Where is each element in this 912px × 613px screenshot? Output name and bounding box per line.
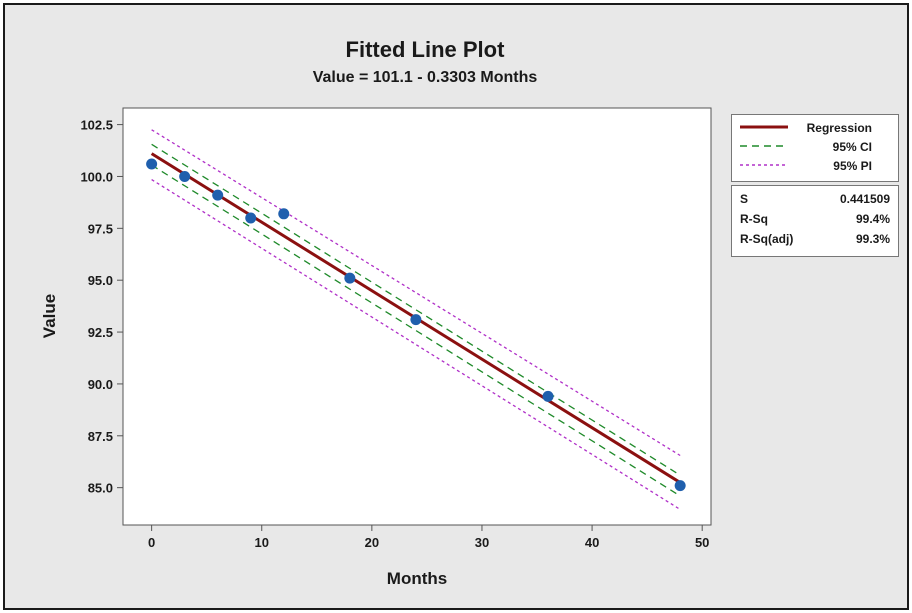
data-point	[146, 158, 158, 170]
stats-box: S 0.441509 R-Sq 99.4% R-Sq(adj) 99.3%	[731, 185, 899, 257]
legend-item-pi: 95% PI	[732, 157, 898, 175]
stat-name-r-sq-adj: R-Sq(adj)	[740, 232, 794, 246]
chart-subtitle: Value = 101.1 - 0.3303 Months	[312, 69, 538, 86]
pi-lower-line	[151, 179, 681, 510]
interval-bands	[151, 129, 681, 510]
legend-label-ci: 95% CI	[832, 140, 872, 154]
axis-ticks: 0 10 20 30 40 50 85.0 87.5 90.0 92.5 95.0 97.5 100.0…	[80, 118, 709, 550]
y-tick-label: 92.5	[88, 325, 113, 340]
legend-swatch-regression	[740, 125, 788, 129]
legend-swatch-pi	[740, 164, 788, 166]
legend-item-regression: Regression	[732, 119, 898, 137]
stat-name-r-sq: R-Sq	[740, 212, 768, 226]
pi-upper-line	[151, 129, 681, 457]
stat-row-r-sq: R-Sq 99.4%	[740, 212, 890, 230]
y-tick-label: 87.5	[88, 429, 113, 444]
data-marks	[146, 152, 686, 492]
x-tick-label: 10	[255, 535, 269, 550]
data-point	[245, 212, 257, 224]
y-tick-label: 95.0	[88, 273, 113, 288]
y-tick-label: 85.0	[88, 481, 113, 496]
data-point	[179, 170, 191, 182]
stat-row-s: S 0.441509	[740, 192, 890, 210]
data-point	[674, 480, 686, 492]
data-point	[410, 314, 422, 326]
x-tick-label: 30	[475, 535, 489, 550]
ci-lower-line	[151, 164, 681, 497]
x-tick-label: 0	[148, 535, 155, 550]
legend-item-ci: 95% CI	[732, 138, 898, 156]
stat-value-r-sq-adj: 99.3%	[855, 232, 890, 246]
chart-title: Fitted Line Plot	[345, 37, 505, 62]
legend-label-regression: Regression	[806, 121, 872, 135]
legend-label-pi: 95% PI	[833, 159, 872, 173]
stat-row-r-sq-adj: R-Sq(adj) 99.3%	[740, 232, 890, 250]
data-point	[344, 272, 356, 284]
y-tick-label: 97.5	[88, 221, 113, 236]
chart-frame: Fitted Line Plot Value = 101.1 - 0.3303 …	[3, 3, 909, 610]
data-point	[212, 189, 224, 201]
y-axis-label: Value	[40, 294, 59, 338]
data-point	[542, 390, 554, 402]
legend: Regression 95% CI 95% PI	[731, 114, 899, 182]
x-axis-label: Months	[387, 569, 447, 588]
data-point	[278, 208, 290, 220]
stat-value-s: 0.441509	[839, 192, 890, 206]
x-tick-label: 40	[585, 535, 599, 550]
plot-svg: 0 10 20 30 40 50 85.0 87.5 90.0 92.5 95.0 97.5 100.0…	[40, 107, 712, 588]
y-tick-label: 90.0	[88, 377, 113, 392]
x-tick-label: 20	[365, 535, 379, 550]
x-tick-label: 50	[695, 535, 709, 550]
ci-upper-line	[151, 143, 681, 476]
stat-name-s: S	[740, 192, 749, 206]
legend-swatch-ci	[740, 145, 788, 147]
stat-value-r-sq: 99.4%	[855, 212, 890, 226]
y-tick-label: 100.0	[80, 169, 113, 184]
y-tick-label: 102.5	[80, 118, 113, 133]
